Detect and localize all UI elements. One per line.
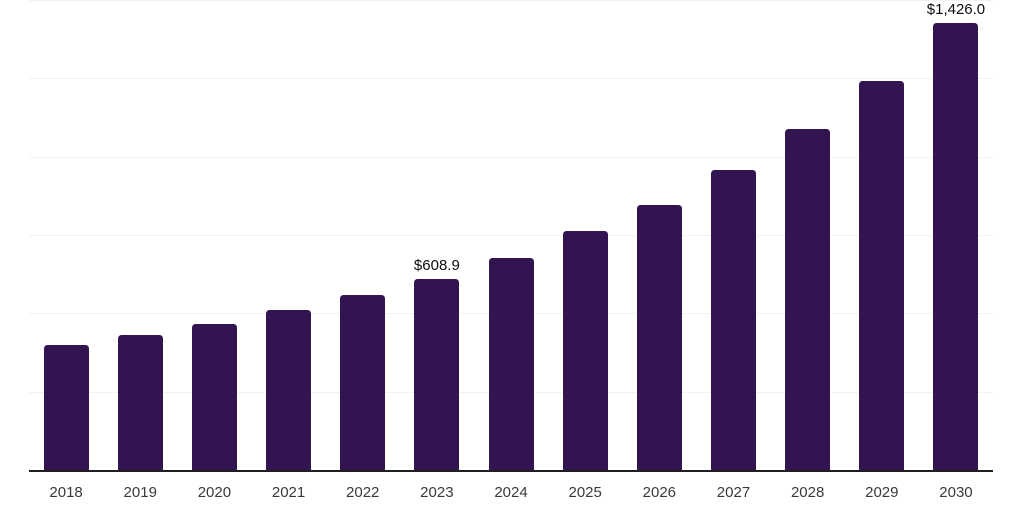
data-label-2030: $1,426.0 [926, 1, 986, 19]
x-tick-2027: 2027 [716, 484, 751, 501]
bar-2028 [785, 129, 831, 470]
bar-slot-2022 [326, 0, 400, 470]
gridline-1000 [29, 156, 993, 158]
bar-slot-2027 [696, 0, 770, 470]
gridline-1250 [29, 78, 993, 80]
bar-slot-2029 [845, 0, 919, 470]
bar-2019 [117, 334, 163, 470]
bar-slot-2018 [29, 0, 103, 470]
x-tick-2021: 2021 [271, 484, 306, 501]
bar-2030 [933, 23, 979, 470]
bar-slot-2025 [548, 0, 622, 470]
bar-slot-2021 [251, 0, 325, 470]
plot-area: $608.9 $1,426.0 [29, 0, 993, 472]
bar-2025 [562, 231, 608, 470]
bars-row: $608.9 $1,426.0 [29, 0, 993, 470]
bar-2023 [414, 279, 460, 470]
bar-slot-2024 [474, 0, 548, 470]
bar-2024 [488, 257, 534, 470]
bar-2018 [43, 345, 89, 470]
x-tick-2030: 2030 [939, 484, 973, 501]
bar-2026 [636, 205, 682, 470]
x-tick-2020: 2020 [197, 484, 232, 501]
x-tick-2024: 2024 [494, 484, 528, 501]
x-tick-2023: 2023 [420, 484, 454, 501]
data-label-2023: $608.9 [413, 257, 460, 275]
x-tick-2018: 2018 [49, 484, 83, 501]
bar-slot-2026 [622, 0, 696, 470]
bar-slot-2028 [771, 0, 845, 470]
bar-2021 [266, 310, 312, 470]
x-tick-2019: 2019 [123, 484, 157, 501]
x-tick-2022: 2022 [346, 484, 380, 501]
bar-slot-2019 [103, 0, 177, 470]
gridline-1500 [29, 0, 993, 1]
bar-2022 [340, 295, 386, 470]
x-tick-2026: 2026 [642, 484, 677, 501]
x-tick-2028: 2028 [790, 484, 825, 501]
bar-slot-2023: $608.9 [400, 0, 474, 470]
bar-slot-2030: $1,426.0 [919, 0, 993, 470]
bar-2020 [191, 323, 237, 470]
x-tick-2025: 2025 [568, 484, 602, 501]
gridline-750 [29, 235, 993, 236]
x-axis: 2018 2019 2020 2021 2022 2023 2024 2025 2026 2027… [29, 484, 993, 501]
bar-2029 [859, 80, 905, 470]
bar-2027 [710, 169, 756, 470]
x-tick-2029: 2029 [865, 484, 899, 501]
bar-slot-2020 [177, 0, 251, 470]
